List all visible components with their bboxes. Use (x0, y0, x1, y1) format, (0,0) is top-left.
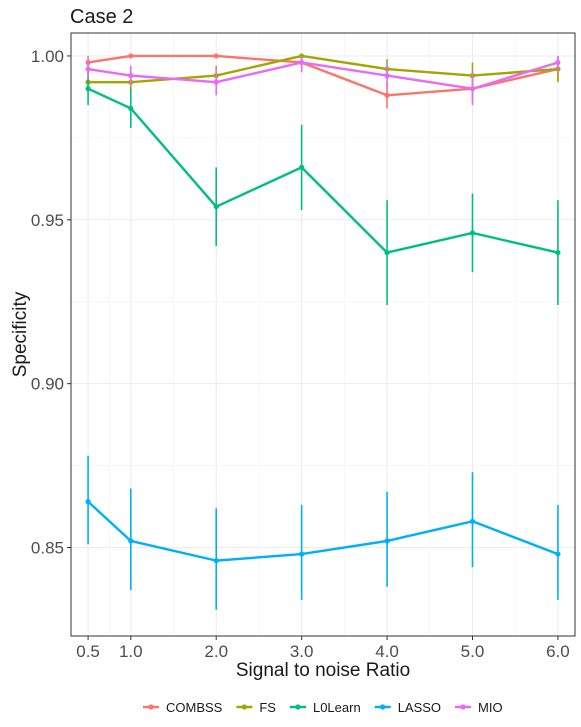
y-tick-label: 1.00 (31, 47, 64, 66)
data-point-l0learn (469, 230, 476, 236)
data-point-mio (213, 79, 219, 85)
data-point-l0learn (555, 249, 561, 256)
chart-title: Case 2 (70, 6, 133, 28)
series-fs (85, 53, 561, 92)
legend-marker-combss (148, 704, 154, 710)
x-tick-label: 6.0 (546, 642, 570, 661)
legend-marker-fs (241, 704, 247, 710)
data-point-l0learn (85, 86, 91, 92)
y-axis-title: Specificity (10, 291, 31, 377)
data-point-l0learn (128, 105, 134, 111)
legend-marker-mio (460, 704, 466, 710)
y-tick-label: 0.90 (31, 375, 64, 394)
legend-label-fs: FS (259, 700, 276, 715)
x-tick-label: 2.0 (204, 642, 228, 661)
data-point-l0learn (213, 204, 219, 210)
grid-minor (71, 33, 575, 636)
series-line-l0learn (86, 87, 560, 254)
x-axis-title: Signal to noise Ratio (236, 660, 410, 681)
data-point-mio (85, 66, 91, 72)
data-point-lasso (128, 538, 134, 544)
data-point-combss (213, 53, 219, 59)
series-lasso (85, 455, 561, 610)
data-point-lasso (213, 558, 219, 564)
data-point-lasso (555, 551, 561, 557)
legend-label-lasso: LASSO (398, 700, 441, 715)
plot-border (70, 32, 576, 637)
x-tick-label: 1.0 (119, 642, 143, 661)
series-l0learn (85, 72, 561, 306)
legend-label-combss: COMBSS (166, 700, 223, 715)
data-point-lasso (384, 538, 390, 544)
data-point-mio (469, 86, 476, 92)
legend-marker-l0learn (295, 704, 301, 710)
y-tick-label: 0.95 (31, 211, 64, 230)
legend-item-fs: FS (236, 700, 276, 715)
data-point-mio (384, 73, 390, 79)
x-tick-label: 4.0 (375, 642, 399, 661)
data-point-lasso (85, 499, 91, 505)
series-line-lasso (86, 500, 560, 562)
data-point-mio (128, 73, 134, 79)
data-point-l0learn (299, 164, 305, 170)
series-layer (85, 53, 561, 610)
y-axis-ticks: 0.85 0.90 0.95 1.00 (31, 47, 71, 558)
data-point-l0learn (384, 249, 390, 256)
legend-item-l0learn: L0Learn (289, 700, 361, 715)
data-point-lasso (469, 518, 476, 524)
data-point-lasso (299, 551, 305, 557)
data-point-combss (384, 92, 390, 98)
series-mio (85, 55, 561, 106)
legend-item-combss: COMBSS (143, 700, 223, 715)
legend: COMBSS FS L0Learn LASSO MIO (143, 700, 503, 715)
data-point-mio (555, 59, 561, 66)
x-tick-label: 5.0 (461, 642, 485, 661)
legend-item-mio: MIO (455, 700, 503, 715)
data-point-combss (128, 53, 134, 59)
data-point-mio (299, 59, 305, 66)
legend-label-mio: MIO (478, 700, 503, 715)
legend-item-lasso: LASSO (374, 700, 441, 715)
x-tick-label: 0.5 (76, 642, 100, 661)
y-tick-label: 0.85 (31, 539, 64, 558)
x-axis-ticks: 0.5 1.0 2.0 3.0 4.0 5.0 6.0 (76, 636, 570, 661)
x-tick-label: 3.0 (290, 642, 314, 661)
legend-label-l0learn: L0Learn (313, 700, 361, 715)
legend-marker-lasso (380, 704, 386, 710)
